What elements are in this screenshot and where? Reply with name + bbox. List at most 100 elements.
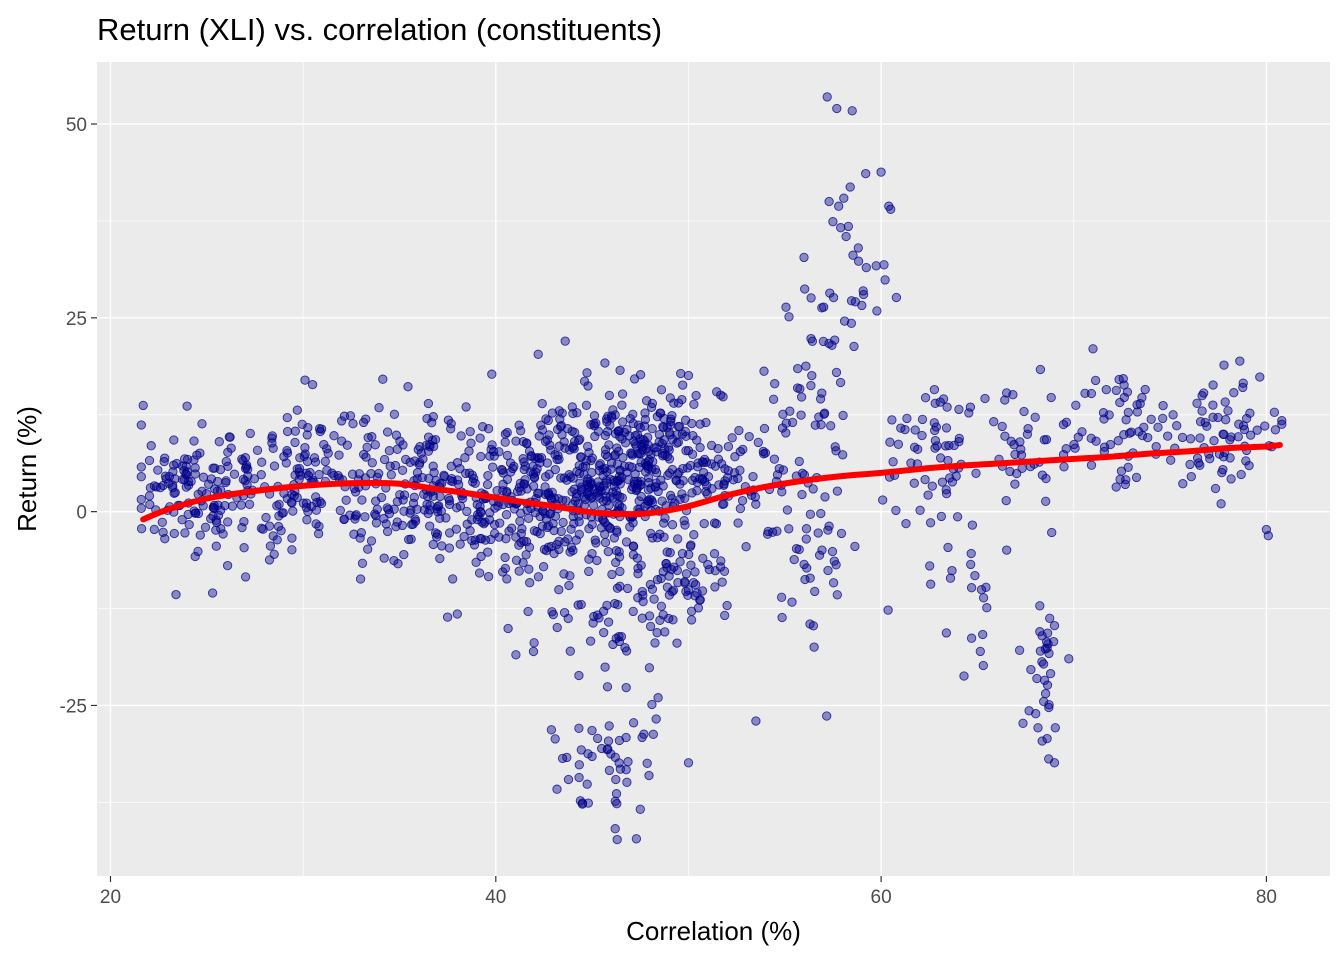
data-point <box>902 413 912 424</box>
data-point <box>1225 453 1235 463</box>
data-point <box>871 261 881 271</box>
data-point <box>893 439 904 449</box>
chart-title: Return (XLI) vs. correlation (constituen… <box>97 12 662 47</box>
data-point <box>657 496 667 506</box>
data-point <box>861 262 871 273</box>
data-point <box>297 419 307 429</box>
data-point <box>686 540 696 550</box>
data-point <box>475 506 486 517</box>
data-point <box>1044 700 1054 710</box>
data-point <box>575 478 585 488</box>
data-point <box>286 497 296 507</box>
data-point <box>501 510 512 520</box>
data-point <box>602 682 613 692</box>
data-point <box>805 619 815 629</box>
data-point <box>720 610 730 621</box>
data-point <box>785 406 795 416</box>
data-point <box>843 221 854 232</box>
data-point <box>1049 620 1060 631</box>
data-point <box>512 486 523 497</box>
data-point <box>1121 475 1131 485</box>
data-point <box>605 474 615 484</box>
data-point <box>665 393 675 403</box>
data-point <box>633 593 643 603</box>
data-point <box>638 590 648 600</box>
data-point <box>966 559 976 570</box>
data-point <box>552 622 562 633</box>
data-point <box>820 492 830 502</box>
data-point <box>621 732 631 743</box>
data-point <box>615 764 626 774</box>
data-point <box>603 617 614 627</box>
data-point <box>159 456 169 467</box>
data-point <box>759 423 770 434</box>
data-point <box>190 551 200 562</box>
data-point <box>384 446 395 456</box>
data-point <box>1024 706 1034 716</box>
data-point <box>954 404 964 415</box>
data-point <box>853 256 864 266</box>
data-point <box>1035 646 1046 656</box>
data-point <box>592 555 602 566</box>
data-point <box>647 584 658 594</box>
data-point <box>446 424 456 434</box>
data-point <box>195 530 205 540</box>
data-point <box>1050 723 1060 733</box>
data-point <box>389 555 399 566</box>
data-point <box>748 471 758 482</box>
data-point <box>567 402 577 412</box>
data-point <box>930 443 940 453</box>
data-point <box>925 518 936 528</box>
data-point <box>214 437 224 447</box>
x-tick-label: 60 <box>871 887 892 908</box>
data-point <box>590 535 600 545</box>
data-point <box>169 435 179 445</box>
data-point <box>847 106 857 116</box>
data-point <box>816 508 826 519</box>
data-point <box>146 441 156 451</box>
data-point <box>841 231 851 242</box>
data-point <box>719 566 730 576</box>
data-point <box>750 492 760 502</box>
data-point <box>268 443 278 453</box>
data-point <box>554 406 564 416</box>
data-point <box>644 663 655 673</box>
data-point <box>1058 419 1069 430</box>
data-point <box>136 462 146 472</box>
data-point <box>885 437 895 447</box>
data-point <box>695 442 705 453</box>
data-point <box>611 557 621 568</box>
data-point <box>814 412 824 422</box>
data-point <box>781 302 791 312</box>
data-point <box>552 784 562 794</box>
data-point <box>561 496 571 506</box>
data-point <box>923 490 933 500</box>
data-point <box>649 443 659 453</box>
data-point <box>880 275 890 285</box>
data-point <box>849 341 859 352</box>
data-point <box>930 435 941 446</box>
data-point <box>641 396 652 406</box>
data-point <box>997 421 1007 432</box>
data-point <box>966 633 977 643</box>
data-point <box>967 520 978 530</box>
data-point <box>959 671 969 681</box>
data-point <box>664 427 675 438</box>
data-point <box>190 463 200 473</box>
data-point <box>1185 434 1196 444</box>
data-point <box>482 479 493 490</box>
data-point <box>1037 736 1047 746</box>
data-point <box>879 260 889 270</box>
data-point <box>695 595 705 605</box>
data-point <box>1086 460 1097 470</box>
data-point <box>606 749 616 759</box>
data-point <box>610 598 620 609</box>
data-point <box>579 492 589 502</box>
data-point <box>177 515 187 525</box>
data-point <box>1014 645 1025 655</box>
data-point <box>537 398 547 409</box>
data-point <box>656 573 666 584</box>
data-point <box>1137 393 1147 403</box>
data-point <box>508 463 518 474</box>
data-point <box>399 549 409 560</box>
